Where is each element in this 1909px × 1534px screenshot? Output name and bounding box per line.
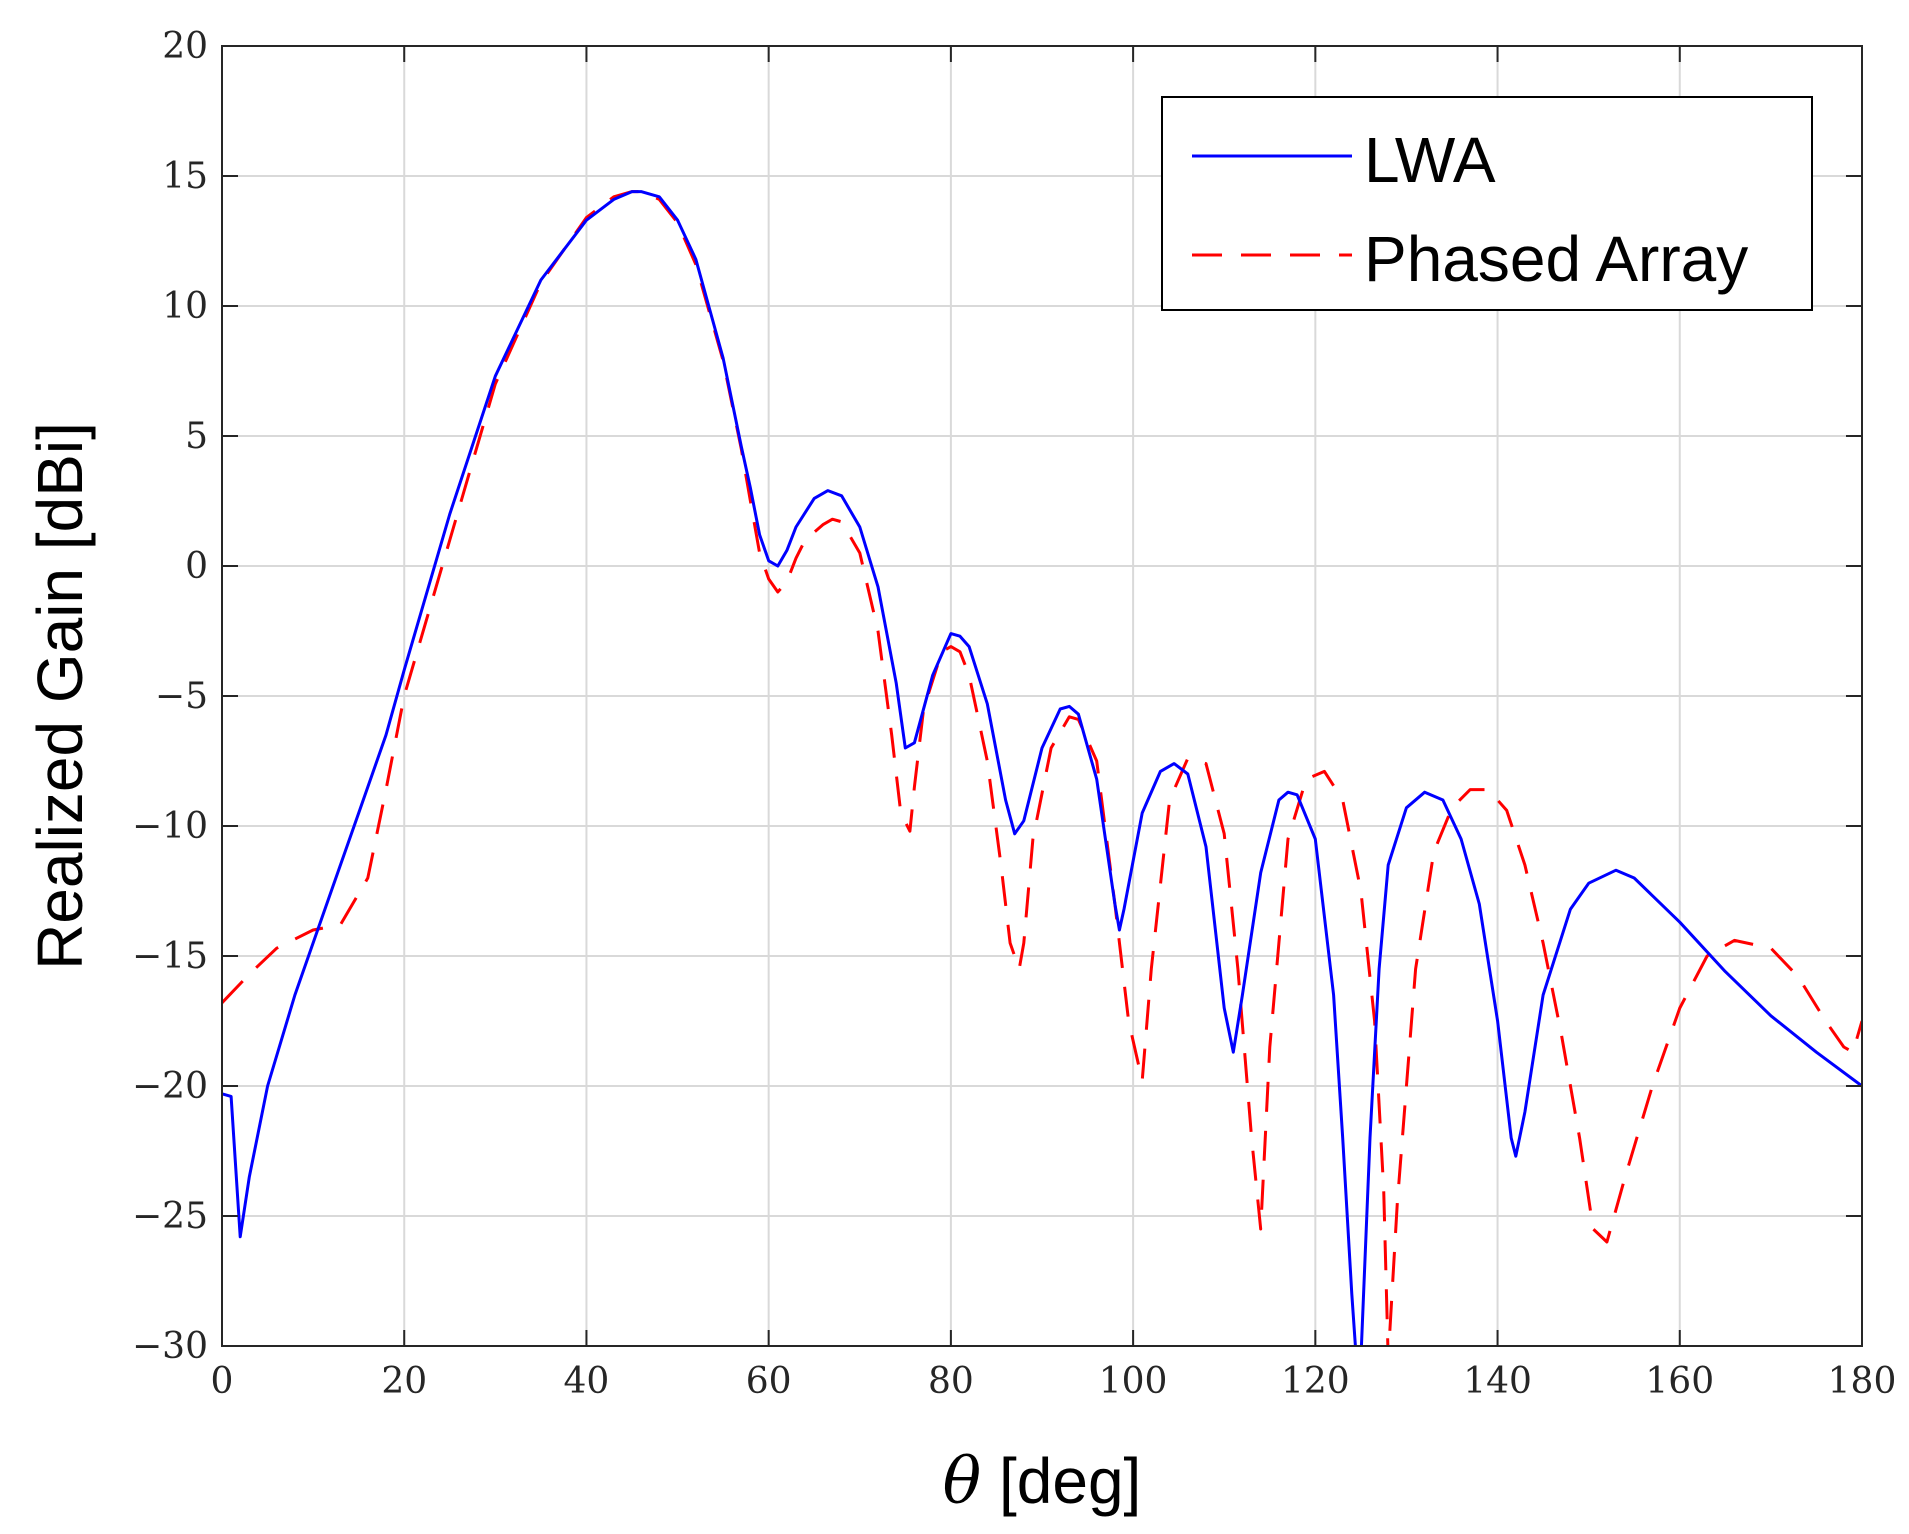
y-tick-label: −25 (132, 1196, 208, 1237)
legend: LWA Phased Array (1161, 96, 1813, 311)
x-tick-label: 40 (564, 1361, 610, 1402)
y-tick-label: 15 (162, 156, 208, 197)
y-tick-label: 10 (162, 286, 208, 327)
series-line-phased-array (222, 190, 1862, 1346)
x-tick-label: 0 (211, 1361, 234, 1402)
y-tick-label: −30 (132, 1326, 208, 1367)
x-axis-unit: [deg] (981, 1445, 1141, 1517)
x-tick-label: 100 (1099, 1361, 1168, 1402)
series-line-lwa (222, 190, 1862, 1346)
x-axis-label: θ [deg] (943, 1445, 1142, 1519)
plot-series (222, 190, 1862, 1346)
x-tick-label: 180 (1828, 1361, 1897, 1402)
x-tick-label: 140 (1463, 1361, 1532, 1402)
axis-ticks: 0 20 40 60 80 100 120 140 160 180−30−25−20−15−10−… (132, 26, 1896, 1402)
x-tick-label: 60 (746, 1361, 792, 1402)
x-tick-label: 20 (381, 1361, 427, 1402)
y-tick-label: −20 (132, 1066, 208, 1107)
x-tick-label: 80 (928, 1361, 974, 1402)
x-tick-label: 160 (1645, 1361, 1714, 1402)
y-tick-label: 0 (185, 546, 208, 587)
x-tick-label: 120 (1281, 1361, 1350, 1402)
y-tick-label: −5 (155, 676, 208, 717)
y-tick-label: 5 (185, 416, 208, 457)
y-tick-label: 20 (162, 26, 208, 67)
x-axis-symbol: θ (943, 1445, 982, 1519)
legend-label-phased-array: Phased Array (1364, 223, 1748, 295)
legend-box (1161, 96, 1813, 311)
y-tick-label: −15 (132, 936, 208, 977)
y-axis-label: Realized Gain [dBi] (24, 422, 96, 970)
y-tick-label: −10 (132, 806, 208, 847)
legend-label-lwa: LWA (1364, 124, 1496, 196)
